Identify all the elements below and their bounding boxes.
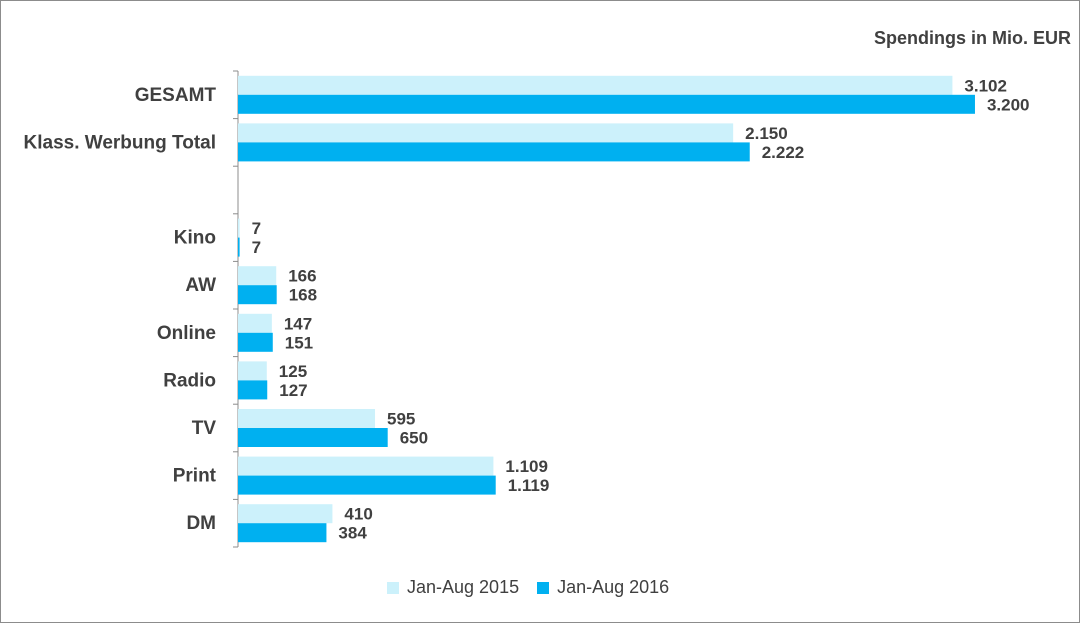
data-label-2016: 1.119 [508, 476, 550, 495]
data-label-2015: 147 [284, 314, 312, 333]
data-label-2015: 125 [279, 362, 307, 381]
data-label-2016: 384 [338, 524, 367, 543]
data-label-2015: 166 [288, 267, 316, 286]
bar-2016 [238, 285, 277, 305]
legend-label-2015: Jan-Aug 2015 [407, 577, 520, 597]
data-label-2015: 2.150 [745, 124, 788, 143]
category-label: GESAMT [135, 85, 217, 106]
category-label: Radio [163, 370, 216, 391]
unit-title: Spendings in Mio. EUR [874, 28, 1071, 48]
legend: Jan-Aug 2015 Jan-Aug 2016 [387, 577, 669, 598]
bar-2016 [238, 237, 240, 257]
bar-2016 [238, 332, 273, 352]
category-label: DM [186, 513, 216, 534]
bar-2016 [238, 428, 388, 447]
category-label: TV [192, 418, 217, 439]
data-label-2016: 127 [279, 381, 307, 400]
bar-2015 [238, 313, 272, 333]
legend-swatch-2015 [387, 581, 399, 594]
bar-2016 [238, 475, 496, 495]
bar-2015 [238, 504, 333, 524]
bar-2016 [238, 94, 975, 114]
data-label-2015: 3.102 [964, 76, 1007, 95]
legend-swatch-2016 [537, 581, 550, 594]
category-label: Online [157, 323, 216, 344]
data-label-2016: 2.222 [762, 143, 805, 162]
legend-item-2016: Jan-Aug 2016 [537, 577, 669, 598]
legend-item-2015: Jan-Aug 2015 [387, 577, 519, 598]
bar-2016 [238, 523, 327, 543]
data-label-2016: 7 [252, 238, 261, 257]
bar-2016 [238, 380, 268, 400]
data-label-2016: 3.200 [987, 95, 1030, 114]
category-label: AW [185, 275, 216, 296]
data-label-2016: 168 [289, 286, 317, 305]
data-label-2016: 650 [400, 429, 428, 448]
bar-2015 [238, 409, 376, 428]
data-label-2015: 595 [387, 410, 415, 429]
category-label: Kino [174, 228, 216, 249]
bar-2015 [238, 361, 267, 381]
bar-2016 [238, 142, 750, 162]
data-label-2015: 7 [252, 219, 261, 238]
data-label-2015: 1.109 [505, 457, 548, 476]
bar-2015 [238, 266, 277, 286]
data-label-2015: 410 [344, 505, 372, 524]
legend-label-2016: Jan-Aug 2016 [557, 577, 670, 597]
category-label: Print [173, 466, 217, 487]
bar-2015 [238, 218, 240, 238]
category-label: Klass. Werbung Total [24, 132, 217, 153]
bar-2015 [238, 123, 734, 143]
bar-2015 [238, 456, 494, 476]
bar-2015 [238, 75, 953, 95]
data-label-2016: 151 [285, 333, 313, 352]
